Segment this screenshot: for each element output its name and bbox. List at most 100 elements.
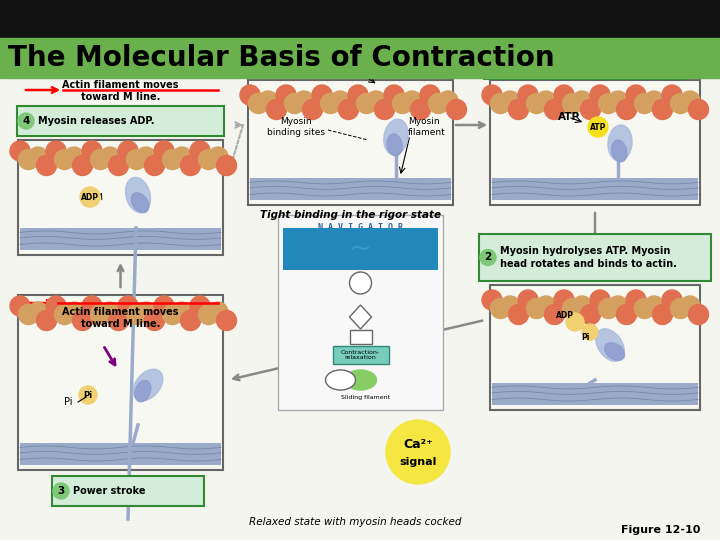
Circle shape bbox=[109, 156, 128, 176]
Text: ADP: ADP bbox=[81, 192, 99, 201]
Polygon shape bbox=[349, 305, 372, 329]
Text: 3: 3 bbox=[58, 486, 65, 496]
Circle shape bbox=[284, 93, 305, 113]
Text: signal: signal bbox=[400, 457, 437, 467]
Circle shape bbox=[508, 305, 528, 325]
Text: Myosin
binding sites: Myosin binding sites bbox=[267, 117, 325, 137]
Ellipse shape bbox=[384, 119, 408, 155]
Text: Actin filament moves
toward M line.: Actin filament moves toward M line. bbox=[62, 307, 179, 329]
Circle shape bbox=[580, 305, 600, 325]
Text: Ca²⁺: Ca²⁺ bbox=[403, 438, 433, 451]
Circle shape bbox=[580, 99, 600, 119]
Circle shape bbox=[634, 93, 654, 113]
Text: Power stroke: Power stroke bbox=[73, 486, 145, 496]
Circle shape bbox=[312, 85, 332, 105]
Circle shape bbox=[446, 99, 467, 119]
Text: ADP: ADP bbox=[556, 310, 574, 320]
Text: Myosin releases ADP.: Myosin releases ADP. bbox=[38, 116, 155, 126]
Text: Pi: Pi bbox=[581, 334, 589, 342]
Circle shape bbox=[420, 85, 440, 105]
Bar bbox=[0, 78, 720, 540]
Text: The Molecular Basis of Contraction: The Molecular Basis of Contraction bbox=[8, 44, 554, 72]
Circle shape bbox=[240, 85, 260, 105]
Bar bbox=[490, 80, 700, 205]
Circle shape bbox=[338, 99, 359, 119]
Circle shape bbox=[490, 93, 510, 113]
FancyBboxPatch shape bbox=[484, 35, 686, 79]
Circle shape bbox=[554, 290, 574, 310]
Text: ~: ~ bbox=[348, 235, 372, 263]
Circle shape bbox=[652, 305, 672, 325]
Circle shape bbox=[626, 85, 646, 105]
Bar bbox=[250, 178, 451, 200]
Circle shape bbox=[536, 296, 556, 316]
Ellipse shape bbox=[611, 140, 627, 162]
Circle shape bbox=[544, 305, 564, 325]
Ellipse shape bbox=[125, 177, 150, 213]
Circle shape bbox=[518, 85, 538, 105]
FancyBboxPatch shape bbox=[479, 234, 711, 281]
Text: ATP: ATP bbox=[590, 123, 606, 132]
Circle shape bbox=[55, 150, 74, 170]
Circle shape bbox=[662, 85, 682, 105]
Text: 1: 1 bbox=[490, 52, 497, 62]
Circle shape bbox=[208, 147, 228, 167]
Circle shape bbox=[428, 93, 449, 113]
Ellipse shape bbox=[344, 370, 377, 390]
Circle shape bbox=[588, 117, 608, 137]
Circle shape bbox=[73, 156, 92, 176]
Text: ATP: ATP bbox=[558, 112, 580, 122]
Circle shape bbox=[608, 296, 628, 316]
Circle shape bbox=[181, 156, 200, 176]
Text: G-actin molecule: G-actin molecule bbox=[306, 65, 395, 75]
Circle shape bbox=[64, 147, 84, 167]
Circle shape bbox=[608, 91, 628, 111]
Circle shape bbox=[118, 141, 138, 161]
Circle shape bbox=[163, 150, 182, 170]
Circle shape bbox=[374, 99, 395, 119]
Circle shape bbox=[410, 99, 431, 119]
Circle shape bbox=[526, 299, 546, 319]
Bar bbox=[492, 178, 698, 200]
Circle shape bbox=[680, 91, 700, 111]
Circle shape bbox=[127, 305, 146, 325]
Circle shape bbox=[190, 296, 210, 316]
Text: 2: 2 bbox=[485, 253, 492, 262]
Text: Pi: Pi bbox=[84, 390, 93, 400]
Circle shape bbox=[634, 299, 654, 319]
Text: Relaxed state with myosin heads cocked: Relaxed state with myosin heads cocked bbox=[248, 517, 462, 527]
Circle shape bbox=[598, 93, 618, 113]
Circle shape bbox=[562, 93, 582, 113]
Circle shape bbox=[644, 91, 664, 111]
Bar bbox=[20, 443, 221, 465]
Circle shape bbox=[37, 310, 56, 330]
Circle shape bbox=[109, 310, 128, 330]
Circle shape bbox=[82, 296, 102, 316]
Ellipse shape bbox=[133, 369, 163, 401]
Bar bbox=[492, 383, 698, 405]
Circle shape bbox=[562, 299, 582, 319]
Circle shape bbox=[402, 91, 422, 111]
Circle shape bbox=[10, 296, 30, 316]
Circle shape bbox=[480, 249, 496, 266]
Circle shape bbox=[145, 310, 164, 330]
Circle shape bbox=[644, 296, 664, 316]
Circle shape bbox=[154, 296, 174, 316]
Circle shape bbox=[616, 99, 636, 119]
Text: Myosin hydrolyses ATP. Myosin
head rotates and binds to actin.: Myosin hydrolyses ATP. Myosin head rotat… bbox=[500, 246, 677, 269]
Circle shape bbox=[626, 290, 646, 310]
Circle shape bbox=[276, 85, 296, 105]
Circle shape bbox=[64, 302, 84, 322]
Ellipse shape bbox=[135, 381, 151, 402]
Circle shape bbox=[330, 91, 350, 111]
Circle shape bbox=[100, 147, 120, 167]
Circle shape bbox=[572, 296, 592, 316]
Circle shape bbox=[688, 99, 708, 119]
FancyBboxPatch shape bbox=[52, 476, 204, 506]
FancyBboxPatch shape bbox=[333, 346, 389, 364]
Bar bbox=[490, 285, 700, 410]
Circle shape bbox=[518, 290, 538, 310]
Circle shape bbox=[482, 290, 502, 310]
Circle shape bbox=[10, 141, 30, 161]
Circle shape bbox=[181, 310, 200, 330]
